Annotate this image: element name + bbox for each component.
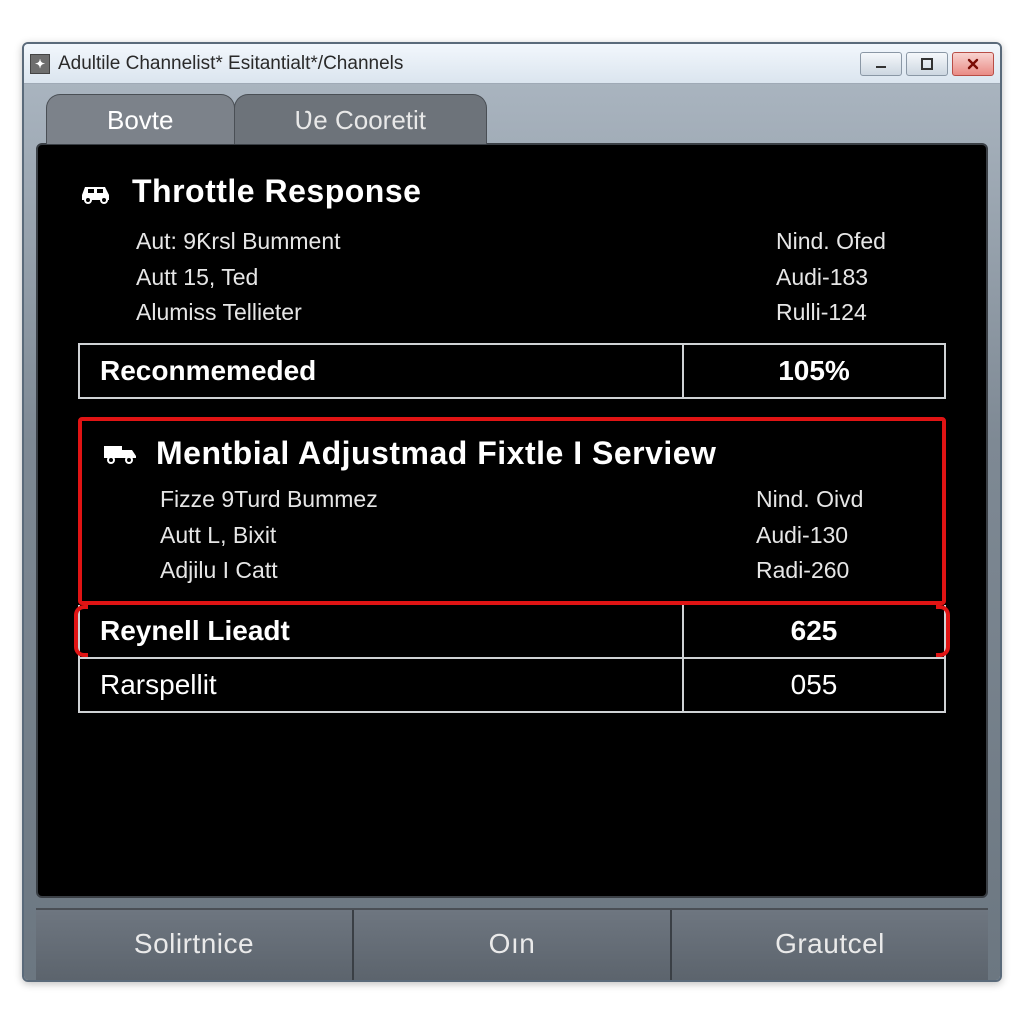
kv-right: Nind. Oivd bbox=[756, 482, 926, 518]
kv-left: Alumiss Tellieter bbox=[136, 295, 302, 331]
section-adjustment-highlight: Mentbial Adjustmad Fixtle I Serview Fizz… bbox=[78, 417, 946, 605]
list-item: Autt L, Bixit Audi-130 bbox=[160, 518, 926, 554]
kv-right: Rulli-124 bbox=[776, 295, 946, 331]
app-icon: ✦ bbox=[30, 54, 50, 74]
list-item: Alumiss Tellieter Rulli-124 bbox=[136, 295, 946, 331]
tab-strip: Bovte Ʋe Cooretit bbox=[46, 94, 988, 144]
grautcel-button[interactable]: Grautcel bbox=[672, 910, 988, 980]
list-item: Aut: 9Ƙrsl Bumment Nind. Ofed bbox=[136, 224, 946, 260]
list-item: Autt 15, Ted Audi-183 bbox=[136, 260, 946, 296]
minimize-button[interactable] bbox=[860, 52, 902, 76]
tab-bovte[interactable]: Bovte bbox=[46, 94, 235, 144]
app-window: ✦ Adultile Channelist* Esitantialt*/Chan… bbox=[22, 42, 1002, 982]
section-adjustment-table: Reynell Lieadt 625 Rarspellit 055 bbox=[78, 605, 946, 713]
window-title: Adultile Channelist* Esitantialt*/Channe… bbox=[58, 53, 860, 75]
section-throttle-list: Aut: 9Ƙrsl Bumment Nind. Ofed Autt 15, T… bbox=[136, 224, 946, 331]
kv-left: Aut: 9Ƙrsl Bumment bbox=[136, 224, 341, 260]
truck-icon bbox=[102, 438, 138, 468]
minimize-icon bbox=[874, 57, 888, 71]
table-value: 105% bbox=[684, 345, 944, 397]
section-adjustment-list: Fizze 9Turd Bummez Nind. Oivd Autt L, Bi… bbox=[160, 482, 926, 589]
titlebar: ✦ Adultile Channelist* Esitantialt*/Chan… bbox=[24, 44, 1000, 84]
table-label: Reconmemeded bbox=[80, 345, 684, 397]
kv-left: Autt 15, Ted bbox=[136, 260, 258, 296]
table-value: 625 bbox=[684, 605, 944, 657]
table-label: Rarspellit bbox=[80, 659, 684, 711]
table-value: 055 bbox=[684, 659, 944, 711]
list-item: Adjilu I Catt Radi-260 bbox=[160, 553, 926, 589]
table-row: Rarspellit 055 bbox=[80, 657, 944, 711]
kv-left: Fizze 9Turd Bummez bbox=[160, 482, 378, 518]
car-icon bbox=[78, 177, 114, 207]
kv-right: Nind. Ofed bbox=[776, 224, 946, 260]
solirtnice-button[interactable]: Solirtnice bbox=[36, 910, 354, 980]
close-button[interactable] bbox=[952, 52, 994, 76]
tab-cooretit[interactable]: Ʋe Cooretit bbox=[234, 94, 488, 144]
content-panel: Throttle Response Aut: 9Ƙrsl Bumment Nin… bbox=[36, 143, 988, 898]
kv-right: Audi-130 bbox=[756, 518, 926, 554]
kv-left: Adjilu I Catt bbox=[160, 553, 278, 589]
table-label: Reynell Lieadt bbox=[80, 605, 684, 657]
section-adjustment-header: Mentbial Adjustmad Fixtle I Serview bbox=[102, 435, 926, 472]
footer-buttons: Solirtnice Oın Grautcel bbox=[36, 908, 988, 980]
table-row: Reconmemeded 105% bbox=[80, 345, 944, 397]
maximize-button[interactable] bbox=[906, 52, 948, 76]
oin-button[interactable]: Oın bbox=[354, 910, 672, 980]
client-area: Bovte Ʋe Cooretit Throttle Response Aut:… bbox=[24, 84, 1000, 980]
section-adjustment-title: Mentbial Adjustmad Fixtle I Serview bbox=[156, 435, 716, 472]
window-controls bbox=[860, 52, 994, 76]
close-icon bbox=[966, 57, 980, 71]
section-throttle: Throttle Response Aut: 9Ƙrsl Bumment Nin… bbox=[78, 173, 946, 399]
kv-right: Audi-183 bbox=[776, 260, 946, 296]
kv-left: Autt L, Bixit bbox=[160, 518, 276, 554]
kv-right: Radi-260 bbox=[756, 553, 926, 589]
section-throttle-header: Throttle Response bbox=[78, 173, 946, 210]
table-row-highlighted: Reynell Lieadt 625 bbox=[80, 605, 944, 657]
section-throttle-table: Reconmemeded 105% bbox=[78, 343, 946, 399]
section-throttle-title: Throttle Response bbox=[132, 173, 421, 210]
maximize-icon bbox=[920, 57, 934, 71]
list-item: Fizze 9Turd Bummez Nind. Oivd bbox=[160, 482, 926, 518]
